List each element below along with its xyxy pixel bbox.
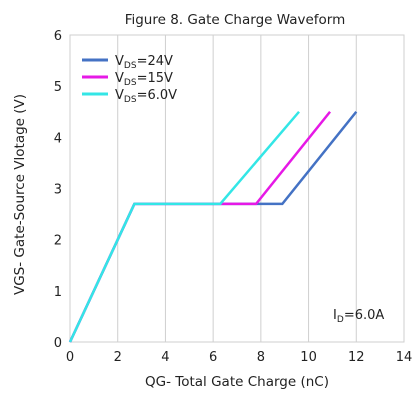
x-tick-label: 2	[114, 350, 122, 365]
series-line-2	[68, 110, 300, 343]
current-annotation: ID=6.0A	[333, 308, 384, 325]
chart-title: Figure 8. Gate Charge Waveform	[125, 12, 346, 28]
x-tick-label: 14	[396, 350, 413, 365]
legend-label-1: VDS=15V	[115, 71, 173, 88]
y-tick-label: 4	[54, 131, 62, 146]
grid-lines	[117, 35, 357, 342]
x-tick-label: 10	[300, 350, 317, 365]
series-line-1	[68, 110, 332, 343]
x-tick-labels: 0 2 4 6 8 10 12 14	[66, 350, 412, 365]
y-tick-label: 2	[54, 234, 62, 249]
y-tick-label: 5	[54, 80, 62, 95]
x-tick-label: 0	[66, 350, 74, 365]
y-tick-label: 3	[54, 183, 62, 198]
series-layer	[68, 110, 358, 343]
y-tick-label: 6	[54, 29, 62, 44]
y-tick-label: 0	[54, 336, 62, 351]
x-tick-label: 12	[348, 350, 365, 365]
y-tick-labels: 0 1 2 3 4 5 6	[54, 29, 62, 351]
plot-area-border	[69, 34, 405, 343]
y-axis-label: VGS- Gate-Source Vlotage (V)	[12, 94, 28, 295]
x-axis-label: QG- Total Gate Charge (nC)	[145, 374, 329, 390]
x-tick-label: 6	[209, 350, 217, 365]
x-tick-label: 4	[161, 350, 169, 365]
legend-label-2: VDS=6.0V	[115, 88, 177, 105]
x-tick-label: 8	[257, 350, 265, 365]
y-tick-label: 1	[54, 285, 62, 300]
legend-label-0: VDS=24V	[115, 54, 173, 71]
